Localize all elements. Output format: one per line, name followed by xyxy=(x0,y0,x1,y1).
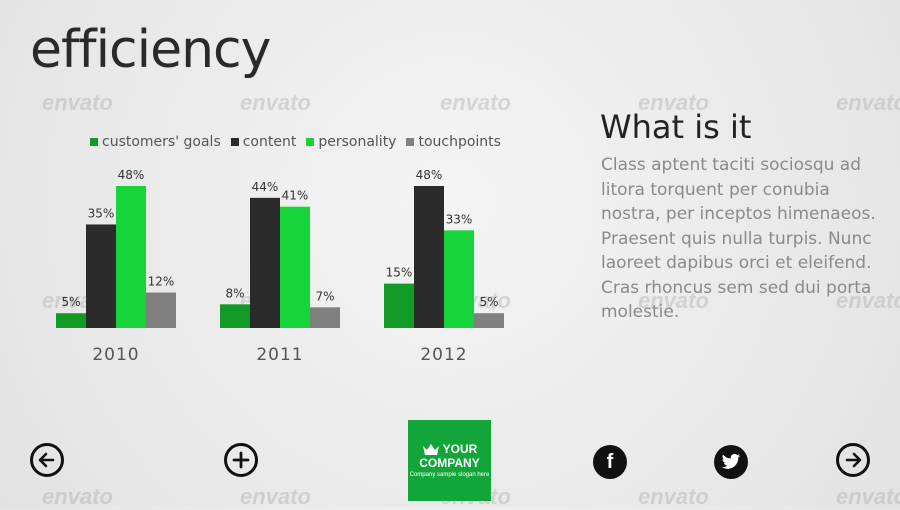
watermark: envato xyxy=(240,90,311,115)
bar xyxy=(444,230,474,328)
legend-label: touchpoints xyxy=(418,134,501,150)
legend-item-customers-goals: customers' goals xyxy=(90,134,221,150)
info-body: Class aptent taciti sociosqu ad litora t… xyxy=(601,155,876,322)
bar xyxy=(414,186,444,328)
bar-chart: 5% 35% 48% 12% 2010 8% 44%41% 7% 2011 15% 48% 33% 5%… xyxy=(56,168,504,365)
legend-swatch xyxy=(230,138,239,146)
category-label: 2011 xyxy=(256,345,303,365)
bar-value-label: 12% xyxy=(148,275,175,289)
bar xyxy=(220,304,250,328)
bar xyxy=(384,283,414,328)
watermark: envato xyxy=(42,90,113,115)
legend-label: customers' goals xyxy=(102,134,221,150)
add-button[interactable] xyxy=(224,443,258,477)
facebook-button[interactable]: f xyxy=(593,445,627,479)
legend-swatch xyxy=(406,138,415,146)
watermark: envato xyxy=(836,484,900,509)
page-title: efficiency xyxy=(30,20,271,80)
next-button[interactable] xyxy=(836,443,870,477)
watermark: envato xyxy=(42,484,113,509)
bar-value-label: 33% xyxy=(446,212,473,226)
legend-swatch xyxy=(306,138,315,146)
legend-item-touchpoints: touchpoints xyxy=(406,134,501,150)
crown-icon xyxy=(422,443,439,455)
watermark: envato xyxy=(638,484,709,509)
bar xyxy=(474,313,504,328)
bar xyxy=(280,206,310,328)
arrow-left-icon xyxy=(38,452,55,468)
bar-value-label: 15% xyxy=(386,266,413,280)
bar-value-label: 41% xyxy=(282,189,309,203)
back-button[interactable] xyxy=(30,443,64,477)
bar xyxy=(146,292,176,328)
info-title: What is it xyxy=(600,108,752,146)
chart-legend: customers' goals content personality tou… xyxy=(90,134,501,150)
bar xyxy=(116,186,146,328)
watermark: envato xyxy=(240,484,311,509)
twitter-icon xyxy=(721,454,741,469)
watermark: envato xyxy=(440,90,511,115)
logo-line1: YOUR xyxy=(442,442,478,456)
bar-value-label: 7% xyxy=(315,289,334,303)
legend-label: content xyxy=(242,134,297,150)
legend-item-personality: personality xyxy=(306,134,396,150)
category-label: 2012 xyxy=(420,345,467,365)
bar-value-label: 48% xyxy=(416,168,443,182)
bar xyxy=(56,313,86,328)
category-label: 2010 xyxy=(92,345,139,365)
legend-item-content: content xyxy=(230,134,297,150)
bar xyxy=(250,197,280,328)
legend-swatch xyxy=(90,138,98,146)
bar-value-label: 35% xyxy=(88,206,115,220)
bar xyxy=(310,307,340,328)
bar xyxy=(86,224,116,328)
bar-value-label: 5% xyxy=(61,295,80,309)
bar-value-label: 5% xyxy=(479,295,498,309)
logo-line2: COMPANY xyxy=(419,455,480,470)
bar-value-label: 8% xyxy=(225,286,244,300)
watermark: envato xyxy=(836,90,900,115)
plus-icon xyxy=(232,451,250,469)
arrow-right-icon xyxy=(845,452,862,468)
bar-value-label: 44% xyxy=(252,180,279,194)
bar-value-label: 48% xyxy=(118,168,145,182)
logo-tagline: Company sample slogan here xyxy=(409,471,490,478)
company-logo: YOUR COMPANY Company sample slogan here xyxy=(408,420,491,501)
twitter-button[interactable] xyxy=(714,445,748,479)
facebook-icon: f xyxy=(606,451,614,473)
legend-label: personality xyxy=(318,134,397,150)
